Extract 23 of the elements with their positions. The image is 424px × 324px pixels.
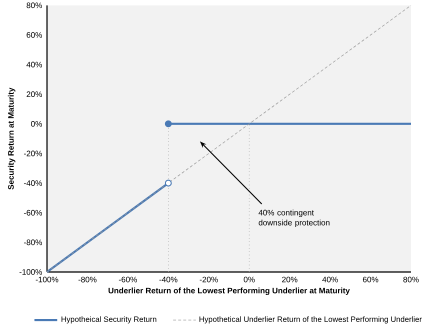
x-tick-label: -100% xyxy=(36,276,58,282)
x-axis-title: Underlier Return of the Lowest Performing Underlier at Maturity xyxy=(108,288,350,296)
y-axis-title: Security Return at Maturity xyxy=(8,88,16,190)
y-tick-label: -20% xyxy=(24,150,42,156)
x-tick-label: 80% xyxy=(403,276,419,282)
y-tick-label: -80% xyxy=(24,240,42,246)
x-tick-label: 20% xyxy=(282,276,298,282)
x-tick-label: 0% xyxy=(244,276,255,282)
y-tick-label: 60% xyxy=(26,32,42,38)
x-tick-label: -40% xyxy=(159,276,178,282)
annotation: 40% contingent downside protection xyxy=(258,210,330,228)
y-tick-label: 20% xyxy=(26,91,42,98)
y-tick-label: -40% xyxy=(24,180,42,186)
x-tick-label: -60% xyxy=(118,276,137,282)
y-tick-label: 0% xyxy=(31,121,42,127)
y-tick-label: -60% xyxy=(24,210,42,216)
y-tick-label: 80% xyxy=(26,2,42,8)
x-tick-label: 60% xyxy=(362,276,378,282)
y-tick-label: 40% xyxy=(26,62,42,68)
y-tick-label: -100% xyxy=(20,269,42,275)
x-tick-label: 40% xyxy=(322,276,338,282)
x-tick-label: -80% xyxy=(78,276,97,282)
x-tick-label: -20% xyxy=(200,276,218,282)
